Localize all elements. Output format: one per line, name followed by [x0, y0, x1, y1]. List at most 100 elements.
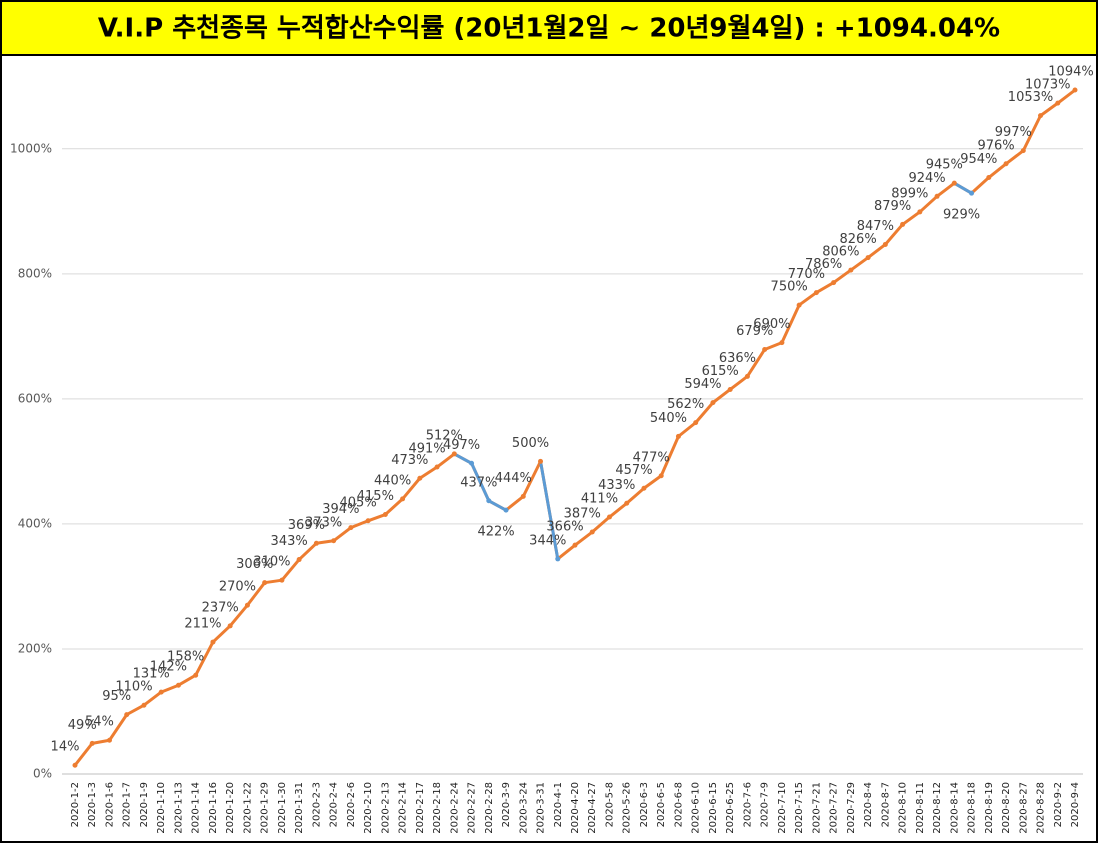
data-label: 473%	[391, 453, 428, 468]
x-tick-label: 2020-6-10	[691, 782, 702, 834]
x-tick-label: 2020-1-3	[87, 782, 98, 827]
data-label: 615%	[702, 364, 739, 379]
x-tick-label: 2020-6-8	[673, 782, 684, 827]
data-label: 594%	[684, 377, 721, 392]
x-tick-label: 2020-8-11	[915, 782, 926, 834]
data-label: 750%	[771, 280, 808, 295]
point	[1038, 113, 1044, 119]
point	[1055, 100, 1061, 106]
x-tick-label: 2020-4-27	[587, 782, 598, 834]
point	[141, 702, 147, 708]
point	[520, 493, 526, 499]
data-label: 945%	[926, 158, 963, 173]
down-segment	[470, 461, 491, 503]
x-tick-label: 2020-1-20	[225, 782, 236, 834]
data-label: 1073%	[1025, 78, 1070, 93]
data-label: 306%	[236, 557, 273, 572]
x-tick-label: 2020-5-26	[622, 782, 633, 834]
point	[624, 500, 630, 506]
data-label: 491%	[408, 442, 445, 457]
x-tick-label: 2020-7-21	[811, 782, 822, 834]
data-label: 929%	[943, 208, 980, 223]
x-tick-label: 2020-1-10	[156, 782, 167, 834]
point	[348, 525, 354, 531]
point	[848, 267, 854, 273]
x-tick-label: 2020-6-25	[725, 782, 736, 834]
point	[710, 400, 716, 406]
x-tick-label: 2020-2-13	[380, 782, 391, 834]
data-label: 415%	[357, 489, 394, 504]
down-segment	[487, 499, 508, 512]
data-label: 457%	[615, 463, 652, 478]
x-tick-label: 2020-2-24	[449, 782, 460, 834]
data-label: 142%	[150, 660, 187, 675]
point	[951, 180, 957, 186]
data-label: 158%	[167, 650, 204, 665]
x-tick-label: 2020-1-9	[139, 782, 150, 827]
x-tick-label: 2020-7-10	[777, 782, 788, 834]
point	[434, 464, 440, 470]
y-tick-label: 800%	[18, 266, 52, 280]
x-tick-label: 2020-1-6	[104, 782, 115, 827]
y-tick-label: 0%	[33, 767, 52, 781]
data-label: 500%	[512, 436, 549, 451]
point	[727, 386, 733, 392]
point	[486, 498, 492, 504]
x-tick-label: 2020-2-3	[311, 782, 322, 827]
point	[72, 762, 78, 768]
point	[762, 346, 768, 352]
point	[1072, 87, 1078, 93]
x-tick-label: 2020-1-16	[208, 782, 219, 834]
point	[417, 475, 423, 481]
x-tick-label: 2020-6-5	[656, 782, 667, 827]
x-tick-label: 2020-4-20	[570, 782, 581, 834]
data-label: 924%	[908, 171, 945, 186]
data-label: 373%	[305, 515, 342, 530]
point	[589, 529, 595, 535]
data-label: 310%	[253, 555, 290, 570]
x-tick-label: 2020-8-7	[880, 782, 891, 827]
point	[934, 193, 940, 199]
data-label: 394%	[322, 502, 359, 517]
data-label: 826%	[840, 232, 877, 247]
point	[296, 557, 302, 563]
point	[675, 433, 681, 439]
x-tick-label: 2020-1-2	[70, 782, 81, 827]
x-tick-label: 2020-1-7	[122, 782, 133, 827]
data-label: 976%	[977, 138, 1014, 153]
data-label: 562%	[667, 397, 704, 412]
x-tick-label: 2020-7-27	[829, 782, 840, 834]
data-label: 270%	[219, 580, 256, 595]
data-label: 437%	[460, 475, 497, 490]
point	[331, 538, 337, 544]
x-tick-label: 2020-2-17	[415, 782, 426, 834]
x-tick-label: 2020-1-14	[191, 782, 202, 834]
point	[641, 485, 647, 491]
point	[365, 518, 371, 524]
point	[1003, 161, 1009, 167]
x-tick-label: 2020-3-9	[501, 782, 512, 827]
point	[262, 580, 268, 586]
x-tick-label: 2020-1-30	[277, 782, 288, 834]
x-tick-label: 2020-2-4	[329, 782, 340, 827]
x-tick-label: 2020-5-8	[604, 782, 615, 827]
point	[917, 209, 923, 215]
data-label: 422%	[477, 525, 514, 540]
point	[451, 451, 457, 457]
x-tick-label: 2020-2-18	[432, 782, 443, 834]
x-tick-label: 2020-6-15	[708, 782, 719, 834]
x-tick-label: 2020-1-29	[260, 782, 271, 834]
data-label: 95%	[102, 689, 131, 704]
x-tick-label: 2020-2-27	[467, 782, 478, 834]
point	[900, 221, 906, 227]
point	[538, 458, 544, 464]
chart-title: V.I.P 추천종목 누적합산수익률 (20년1월2일 ~ 20년9월4일) :…	[98, 14, 1000, 44]
down-segment	[539, 459, 560, 561]
data-label: 237%	[202, 600, 239, 615]
x-tick-label: 2020-7-6	[742, 782, 753, 827]
data-label: 806%	[822, 245, 859, 260]
x-tick-label: 2020-1-31	[294, 782, 305, 834]
x-tick-label: 2020-9-4	[1070, 782, 1081, 827]
data-label: 997%	[995, 125, 1032, 140]
